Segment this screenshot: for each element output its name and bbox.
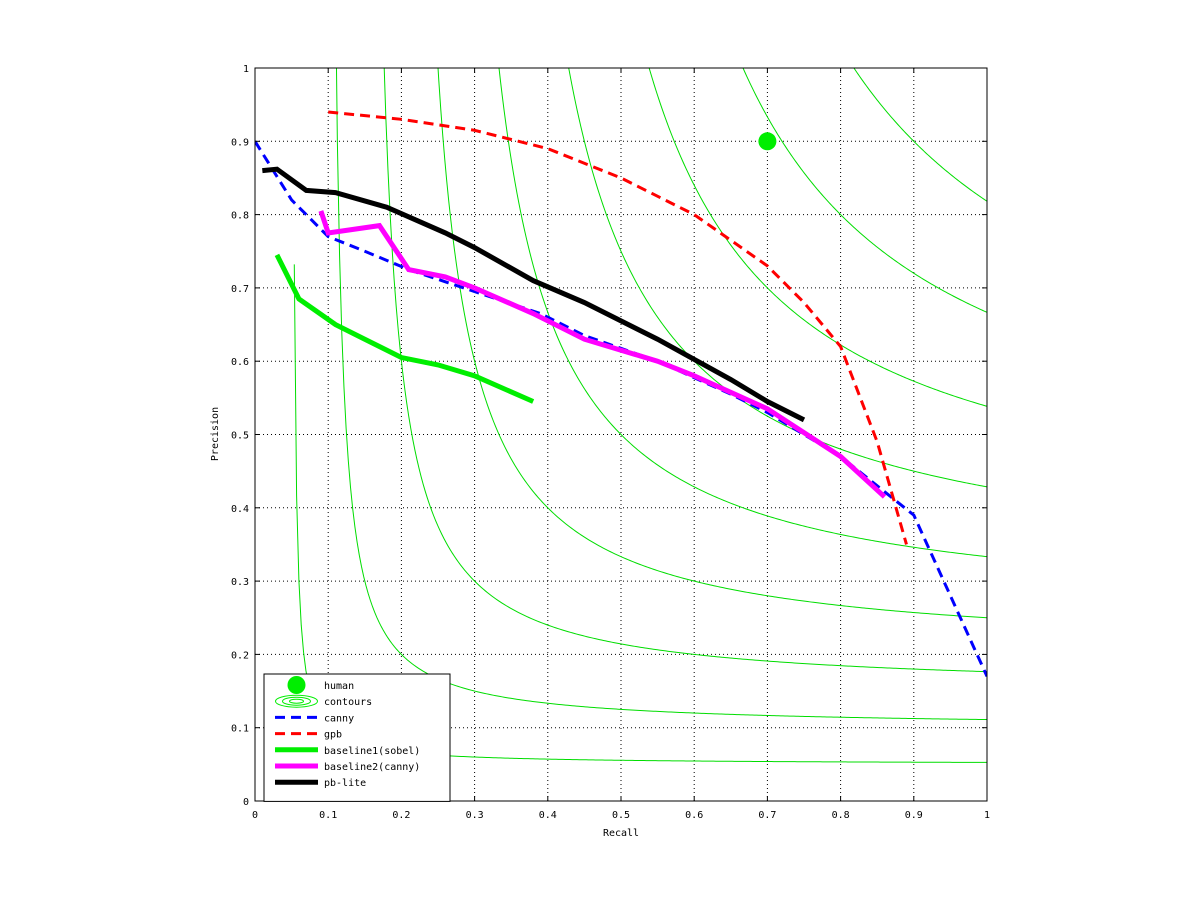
y-tick-label: 0 [243,797,249,808]
x-tick-label: 0.5 [612,810,630,821]
x-tick-label: 1 [984,810,990,821]
x-tick-label: 0.8 [832,810,850,821]
f-contour-line [437,68,987,619]
f-contour-line [568,68,987,488]
legend-label: contours [324,697,372,708]
f-contour-line [648,68,987,407]
y-tick-label: 0.8 [231,211,249,222]
human-marker [758,132,777,151]
y-tick-label: 0.9 [231,137,249,148]
legend-human-icon [287,676,306,694]
y-tick-label: 0.1 [231,724,249,735]
y-tick-label: 0.7 [231,284,249,295]
y-tick-label: 0.4 [231,504,249,515]
y-tick-label: 1 [243,64,249,75]
x-tick-label: 0.6 [685,810,703,821]
legend-contour-icon [282,696,311,706]
y-tick-label: 0.6 [231,357,249,368]
legend-label: human [324,681,354,692]
y-tick-label: 0.3 [231,577,249,588]
x-tick-label: 0.9 [905,810,923,821]
series-lines [255,110,987,678]
human-point [758,132,777,151]
axis-ticks: 0 0.1 0.2 0.3 0.4 0.5 0.6 0.7 0.8 0.9 1 0 0.1 0.2 0.3 0… [231,64,990,821]
x-tick-label: 0.1 [319,810,337,821]
legend-label: baseline2(canny) [324,762,420,773]
y-tick-label: 0.2 [231,650,249,661]
f-contour-line [853,68,987,202]
x-tick-label: 0.4 [539,810,557,821]
legend-contour-icon [275,694,318,708]
f-contour-line [742,68,987,313]
x-axis-title: Recall [603,828,639,839]
legend-contour-icon [289,698,304,704]
legend: human contours canny gpb baseline1(sobel) bas… [263,673,451,802]
legend-label: baseline1(sobel) [324,746,420,757]
y-tick-label: 0.5 [231,431,249,442]
x-tick-label: 0 [252,810,258,821]
series-line-gpb [328,110,908,545]
legend-label: pb-lite [324,778,366,789]
legend-label: canny [324,713,354,724]
series-line-baseline2-canny [318,210,887,499]
series-line-pb-lite [262,166,806,423]
x-tick-label: 0.2 [392,810,410,821]
x-tick-label: 0.7 [758,810,776,821]
x-tick-label: 0.3 [466,810,484,821]
f-contour-line [498,68,987,558]
y-axis-title: Precision [210,407,221,461]
legend-label: gpb [324,730,342,741]
f-contour-line [383,68,987,673]
series-line-baseline1-sobel [274,253,535,404]
